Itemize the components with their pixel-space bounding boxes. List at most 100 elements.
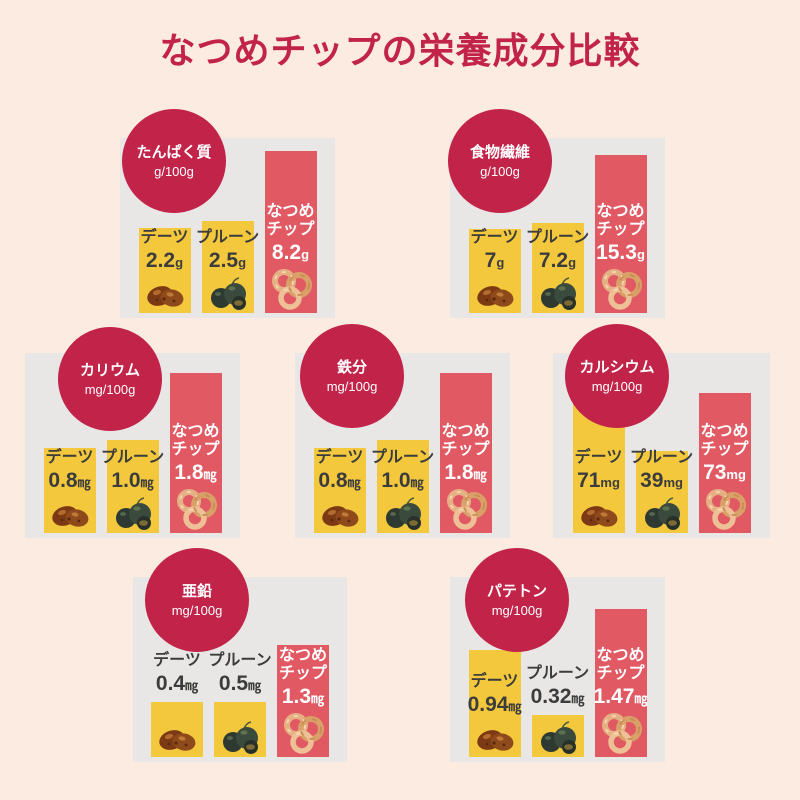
product-value: 39mg [640,469,683,493]
product-value: 73mg [703,461,746,485]
bar-label: プルーン 39mg [630,449,693,493]
bar-label: プルーン 2.5g [196,229,259,273]
product-value: 0.5㎎ [218,672,262,696]
product-value: 0.32㎎ [530,685,585,709]
product-value: 15.3g [596,241,645,265]
value-unit: ㎎ [634,691,648,707]
dates-image [579,496,619,530]
bar-dates: デーツ 7g [468,228,521,313]
product-name: プルーン [525,664,590,682]
bar-rect [214,702,266,757]
dates-image [475,720,515,754]
bar-label: なつめ チップ 1.8㎎ [171,423,219,485]
bar-jujube-chips: なつめ チップ 1.3㎎ [277,645,329,757]
bar-rect: プルーン 39mg [630,449,693,533]
product-value: 1.8㎎ [174,461,217,485]
bar-prunes: プルーン 7.2g [526,223,589,313]
bar-label: プルーン 0.32㎎ [526,665,589,709]
nutrient-badge: たんぱく質 g/100g [122,109,226,213]
product-value: 2.5g [208,249,247,273]
chips-image [599,712,643,754]
chart-zinc: 亜鉛 mg/100g デーツ 0.4㎎ プルーン 0.5㎎ なつめ チップ 1.3㎎ [133,548,347,762]
chart-calcium: カルシウム mg/100g デーツ 71mg プルーン 39mg なつめ チップ 73mg [553,324,770,538]
chart-fiber: 食物繊維 g/100g デーツ 7g プルーン 7.2g なつめ チップ 15.3g [448,109,665,318]
bar-rect: なつめ チップ 73mg [698,393,751,533]
bar-jujube-chips: なつめ チップ 73mg [698,393,751,533]
bar-label: デーツ 0.8㎎ [46,449,94,493]
bar-dates: デーツ 0.8㎎ [313,448,366,533]
product-value: 1.3㎎ [281,685,325,709]
product-name: プルーン [525,228,590,246]
value-unit: ㎎ [571,691,585,707]
bar-rect [151,702,203,757]
bar-rect: デーツ 0.8㎎ [43,448,96,533]
bar-label: なつめ チップ 15.3g [596,203,645,265]
nutrient-badge: カリウム mg/100g [58,327,162,431]
nutrient-name: カルシウム [579,358,655,376]
nutrient-unit: mg/100g [171,602,223,618]
bar-rect: なつめ チップ 1.8㎎ [439,373,492,533]
bar-label: なつめ チップ 1.3㎎ [279,647,327,709]
product-name: なつめ チップ [278,646,327,682]
value-unit: ㎎ [347,475,361,491]
product-value: 1.47㎎ [593,685,648,709]
product-value: 7g [484,249,505,273]
nutrient-name: 亜鉛 [181,582,212,600]
nutrient-badge: 鉄分 mg/100g [300,324,404,428]
nutrient-unit: mg/100g [591,378,643,394]
bar-jujube-chips: なつめ チップ 1.8㎎ [439,373,492,533]
prunes-image [538,276,578,310]
bar-label: プルーン 7.2g [526,229,589,273]
bar-dates: デーツ 0.94㎎ [468,650,521,757]
dates-image [157,720,197,754]
product-value: 8.2g [271,241,310,265]
product-value: 1.0㎎ [111,469,154,493]
product-name: なつめ チップ [171,422,220,458]
product-name: デーツ [470,672,519,690]
bar-rect [531,715,584,757]
bar-rect: なつめ チップ 15.3g [594,155,647,313]
dates-image [475,276,515,310]
bar-rect: プルーン 2.5g [196,221,259,313]
prunes-image [383,496,423,530]
chart-pantothenic: パテトン mg/100g デーツ 0.94㎎ プルーン 0.32㎎ なつめ チップ 1.47㎎ [450,548,665,762]
value-unit: ㎎ [185,678,199,694]
value-unit: mg [726,467,746,483]
bar-prunes: プルーン 0.5㎎ [208,652,272,757]
bar-prunes: プルーン 1.0㎎ [101,440,164,533]
nutrient-badge: 亜鉛 mg/100g [145,548,249,652]
chips-image [444,488,488,530]
bar-label: デーツ 71mg [575,449,623,493]
product-value: 1.0㎎ [381,469,424,493]
product-name: なつめ チップ [441,422,490,458]
bar-label: デーツ 0.8㎎ [316,449,364,493]
dates-image [320,496,360,530]
nutrient-name: パテトン [486,582,547,600]
bar-prunes: プルーン 2.5g [196,221,259,313]
bar-rect: なつめ チップ 1.8㎎ [169,373,222,533]
bar-rect: プルーン 7.2g [526,223,589,313]
nutrient-unit: g/100g [480,163,520,179]
bar-dates: デーツ 0.8㎎ [43,448,96,533]
nutrient-unit: g/100g [154,163,194,179]
bar-rect: プルーン 1.0㎎ [371,440,434,533]
value-unit: g [175,255,184,271]
product-name: デーツ [470,228,519,246]
product-value: 0.8㎎ [318,469,361,493]
bar-label: なつめ チップ 1.8㎎ [441,423,489,485]
chips-image [599,268,643,310]
prunes-image [113,496,153,530]
bar-rect: デーツ 7g [468,228,521,313]
nutrient-unit: mg/100g [491,602,543,618]
bar-jujube-chips: なつめ チップ 1.8㎎ [169,373,222,533]
value-unit: ㎎ [311,691,325,707]
value-unit: ㎎ [77,475,91,491]
nutrient-badge: 食物繊維 g/100g [448,109,552,213]
bar-label: デーツ 2.2g [141,229,189,273]
bar-rect: デーツ 0.94㎎ [468,650,521,757]
product-value: 71mg [577,469,620,493]
bar-prunes: プルーン 1.0㎎ [371,440,434,533]
prunes-image [538,720,578,754]
bar-prunes: プルーン 0.32㎎ [526,665,589,757]
product-name: プルーン [629,448,694,466]
